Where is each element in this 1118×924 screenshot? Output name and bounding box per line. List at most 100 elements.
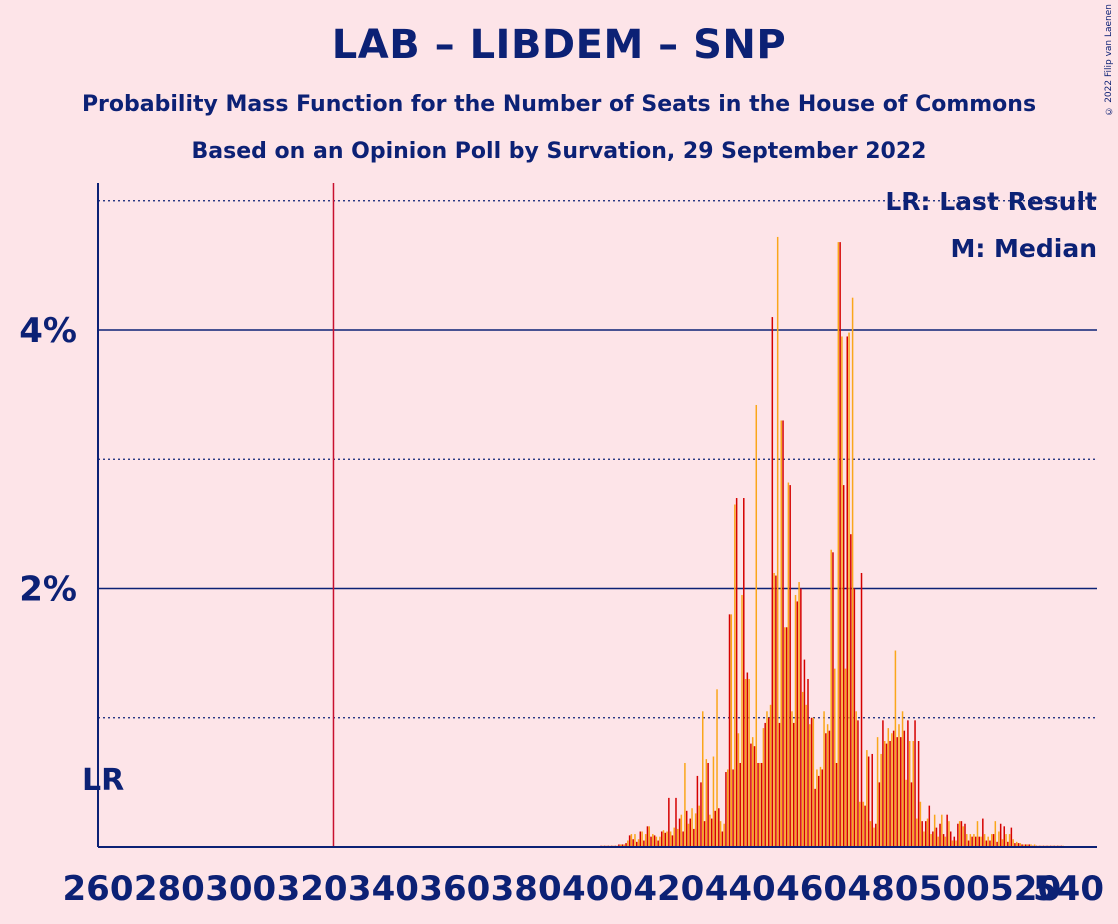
bar-secondary (776, 236, 779, 847)
bar-primary (878, 782, 881, 847)
bar-secondary (976, 821, 979, 847)
bar-secondary (962, 826, 964, 847)
legend-last-result: LR: Last Result (885, 187, 1097, 216)
bar-secondary (841, 336, 843, 847)
bar-secondary (698, 805, 700, 847)
bar-primary (967, 840, 970, 847)
bar-secondary (966, 834, 968, 847)
bar-secondary (866, 750, 868, 847)
bar-primary (689, 818, 692, 847)
bar-primary (646, 826, 649, 847)
bar-secondary (858, 801, 861, 847)
bar-secondary (684, 762, 686, 847)
bar-primary (821, 769, 824, 847)
bar-primary (860, 572, 863, 847)
bar-secondary (769, 704, 772, 847)
x-tick-label: 520 (990, 869, 1061, 909)
x-tick-label: 260 (63, 869, 134, 909)
bar-secondary (801, 691, 804, 847)
bar-secondary (912, 741, 915, 847)
bar-primary (768, 717, 770, 847)
x-tick-label: 280 (134, 869, 205, 909)
bar-primary (914, 720, 916, 847)
bar-secondary (726, 769, 729, 847)
bar-secondary (791, 711, 793, 847)
bar-secondary (798, 582, 800, 847)
bar-primary (907, 720, 909, 847)
bar-secondary (919, 801, 922, 847)
y-tick-label: 2% (19, 570, 77, 610)
bar-primary (739, 762, 741, 847)
bar-secondary (819, 766, 822, 847)
bar-secondary (755, 404, 758, 847)
bar-primary (771, 317, 774, 847)
bar-secondary (702, 711, 704, 847)
bar-secondary (655, 836, 658, 847)
bar-primary (618, 844, 620, 847)
bar-primary (889, 741, 891, 847)
bar-secondary (1030, 844, 1032, 847)
x-tick-label: 480 (847, 869, 918, 909)
bar-secondary (666, 831, 668, 847)
bar-primary (778, 722, 781, 847)
bar-secondary (837, 242, 840, 848)
bar-secondary (712, 756, 715, 847)
bar-primary (924, 821, 927, 847)
bar-primary (1017, 843, 1020, 847)
bar-primary (660, 831, 663, 847)
bar-primary (960, 821, 963, 847)
bar-primary (728, 614, 731, 847)
bar-primary (664, 832, 667, 847)
bar-primary (992, 834, 995, 847)
bar-secondary (1008, 834, 1011, 847)
bar-primary (710, 818, 713, 847)
bar-secondary (891, 733, 893, 847)
bar-primary (764, 722, 766, 847)
bar-secondary (880, 753, 882, 847)
bar-secondary (719, 821, 722, 847)
bar-primary (875, 823, 877, 847)
bar-secondary (930, 834, 932, 847)
bar-primary (800, 588, 802, 847)
bar-secondary (876, 737, 879, 847)
x-tick-label: 380 (491, 869, 562, 909)
bar-secondary (937, 836, 939, 847)
x-tick-label: 540 (1033, 869, 1104, 909)
bar-primary (1007, 841, 1009, 847)
bar-secondary (648, 826, 650, 847)
bar-secondary (748, 678, 750, 847)
bar-primary (825, 733, 827, 847)
bar-secondary (691, 808, 693, 847)
bar-primary (685, 810, 688, 847)
bar-primary (850, 534, 852, 847)
bar-secondary (744, 678, 747, 847)
bar-primary (871, 753, 873, 847)
bar-primary (625, 843, 627, 847)
bar-secondary (980, 836, 982, 847)
bar-primary (635, 841, 638, 847)
bar-secondary (848, 332, 850, 848)
bar-secondary (751, 737, 754, 847)
bar-secondary (941, 814, 943, 847)
bar-primary (846, 336, 848, 847)
bar-secondary (641, 831, 643, 847)
bar-primary (978, 836, 981, 847)
bar-primary (839, 242, 841, 848)
bar-primary (718, 808, 720, 847)
bar-secondary (869, 821, 872, 847)
bar-primary (957, 823, 959, 847)
bar-secondary (826, 724, 829, 847)
chart-subtitle: Probability Mass Function for the Number… (81, 92, 1037, 117)
bar-primary (700, 782, 702, 847)
bar-primary (964, 823, 966, 847)
bar-secondary (716, 689, 718, 847)
bar-secondary (994, 821, 997, 847)
bar-primary (696, 775, 699, 847)
bar-primary (725, 772, 727, 847)
bar-secondary (830, 549, 832, 847)
bar-primary (946, 814, 948, 847)
bar-primary (896, 737, 898, 847)
bar-secondary (730, 614, 733, 847)
bar-secondary (883, 741, 886, 847)
